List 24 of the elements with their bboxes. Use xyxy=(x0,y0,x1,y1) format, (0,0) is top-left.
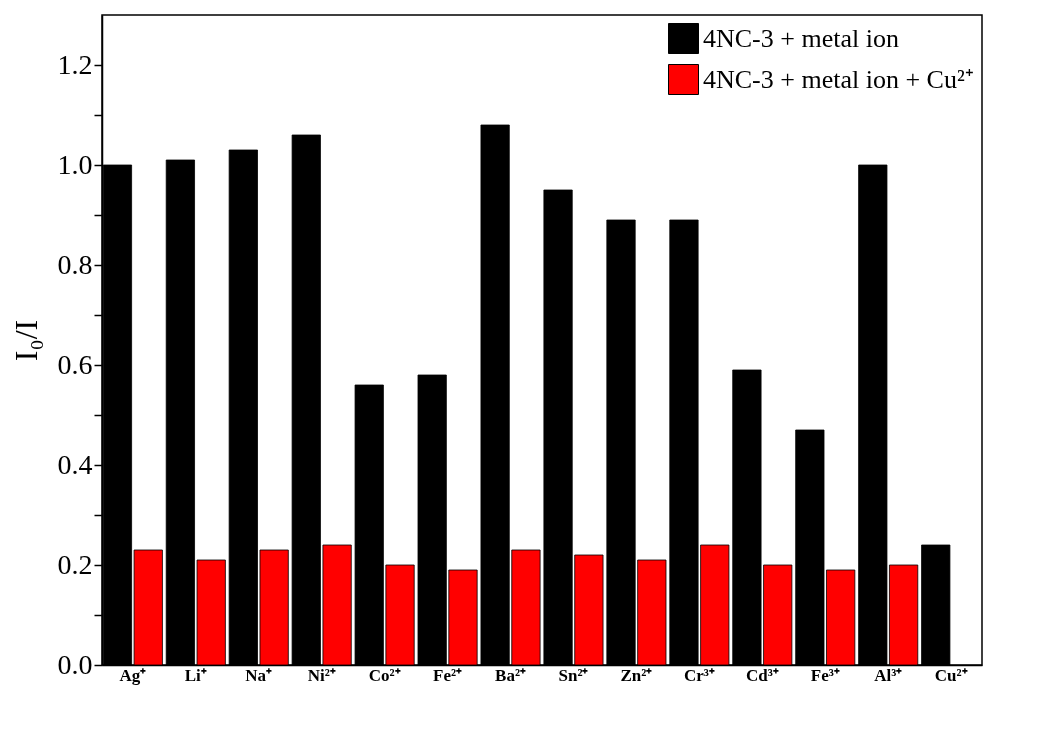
y-tick-label: 0.4 xyxy=(57,448,93,480)
y-tick-label: 0.0 xyxy=(57,648,93,680)
x-tick-label: Co²⁺ xyxy=(368,665,401,685)
x-tick-label: Al³⁺ xyxy=(874,665,903,685)
x-tick-label: Sn²⁺ xyxy=(558,665,589,685)
x-tick-label: Fe²⁺ xyxy=(433,665,463,685)
x-tick-label: Cr³⁺ xyxy=(683,665,715,685)
x-tick-label: Ba²⁺ xyxy=(495,665,526,685)
y-tick-label: 1.0 xyxy=(57,148,93,180)
x-tick-label: Li⁺ xyxy=(184,665,207,685)
x-tick-label: Zn²⁺ xyxy=(620,665,653,685)
x-tick-label: Ni²⁺ xyxy=(307,665,336,685)
x-tick-label: Fe³⁺ xyxy=(810,665,840,685)
y-tick-label: 0.8 xyxy=(57,248,93,280)
y-axis-title: I₀/I xyxy=(7,319,44,362)
y-tick-label: 0.2 xyxy=(57,548,93,580)
x-tick-label: Ag⁺ xyxy=(119,665,147,685)
legend-label: 4NC-3 + metal ion + Cu²⁺ xyxy=(703,64,974,94)
x-tick-label: Na⁺ xyxy=(245,665,273,685)
y-tick-label: 0.6 xyxy=(57,348,93,380)
x-tick-label: Cu²⁺ xyxy=(934,665,968,685)
x-tick-label: Cd³⁺ xyxy=(745,665,779,685)
y-tick-label: 1.2 xyxy=(57,48,93,80)
legend-label: 4NC-3 + metal ion xyxy=(703,23,899,53)
